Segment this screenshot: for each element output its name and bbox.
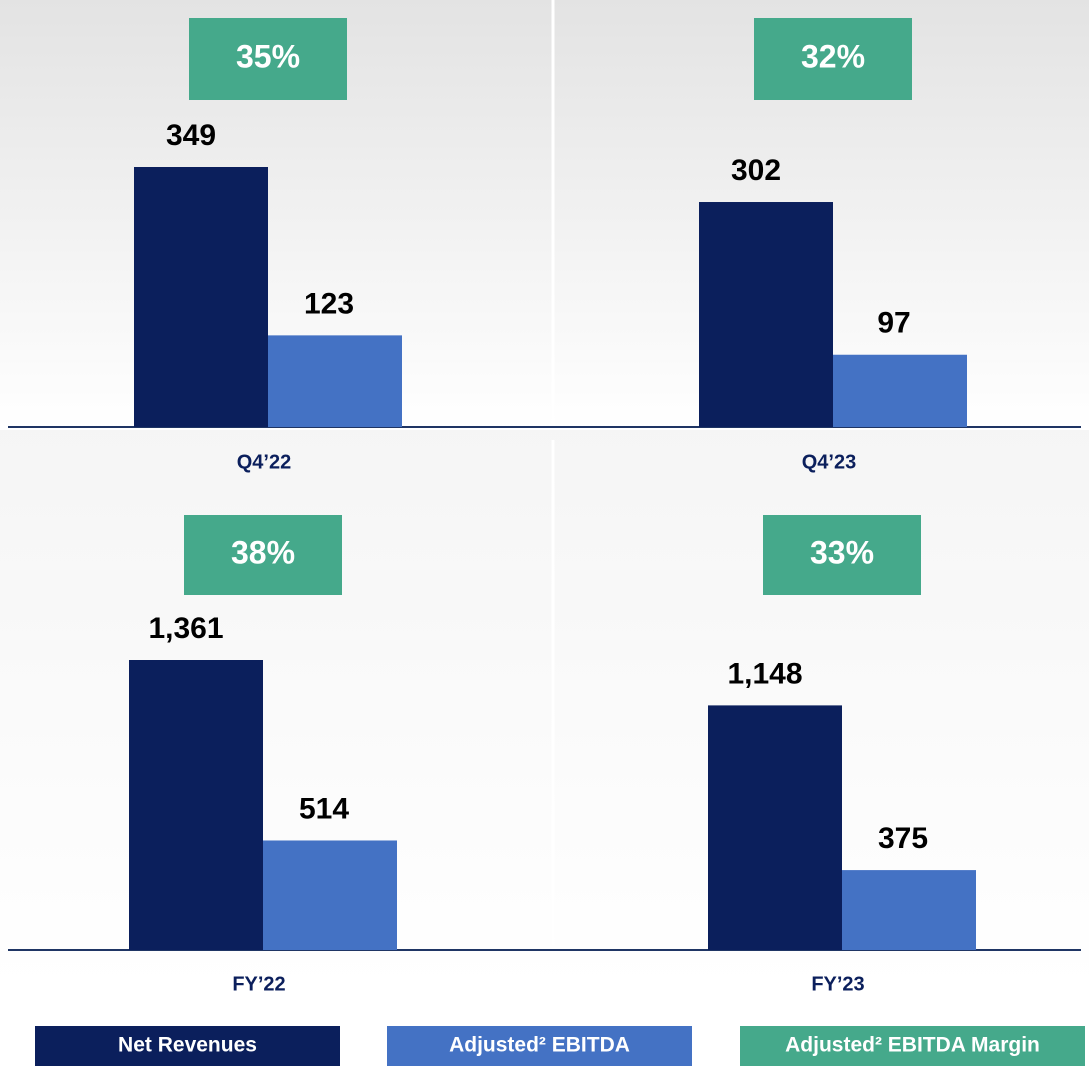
- bar: [842, 870, 976, 950]
- x-tick-label: FY’22: [232, 973, 285, 995]
- bar: [833, 354, 967, 427]
- margin-box: [184, 515, 342, 595]
- margin-box: [189, 18, 347, 100]
- bar: [708, 705, 842, 950]
- legend-swatch: [387, 1026, 692, 1066]
- legend-label: Adjusted² EBITDA Margin: [785, 1034, 1040, 1057]
- data-label: 123: [304, 287, 354, 320]
- legend-swatch: [740, 1026, 1085, 1066]
- margin-label: 38%: [231, 534, 295, 570]
- legend-label: Net Revenues: [118, 1034, 257, 1057]
- data-label: 1,148: [727, 657, 802, 690]
- bar: [263, 840, 397, 950]
- data-label: 514: [299, 792, 349, 825]
- legend-label: Adjusted² EBITDA: [449, 1034, 630, 1057]
- x-tick-label: FY’23: [811, 973, 864, 995]
- bar: [699, 202, 833, 427]
- x-tick-label: Q4’23: [802, 451, 856, 473]
- x-tick-label: Q4’22: [237, 451, 291, 473]
- bar: [129, 660, 263, 950]
- bar: [134, 167, 268, 427]
- data-label: 1,361: [148, 612, 223, 645]
- data-label: 375: [878, 822, 928, 855]
- margin-label: 35%: [236, 38, 300, 74]
- data-label: 302: [731, 154, 781, 187]
- legend-swatch: [35, 1026, 340, 1066]
- data-label: 97: [877, 307, 910, 340]
- margin-label: 32%: [801, 38, 865, 74]
- margin-box: [763, 515, 921, 595]
- bar: [268, 335, 402, 427]
- margin-label: 33%: [810, 534, 874, 570]
- data-label: 349: [166, 119, 216, 152]
- margin-box: [754, 18, 912, 100]
